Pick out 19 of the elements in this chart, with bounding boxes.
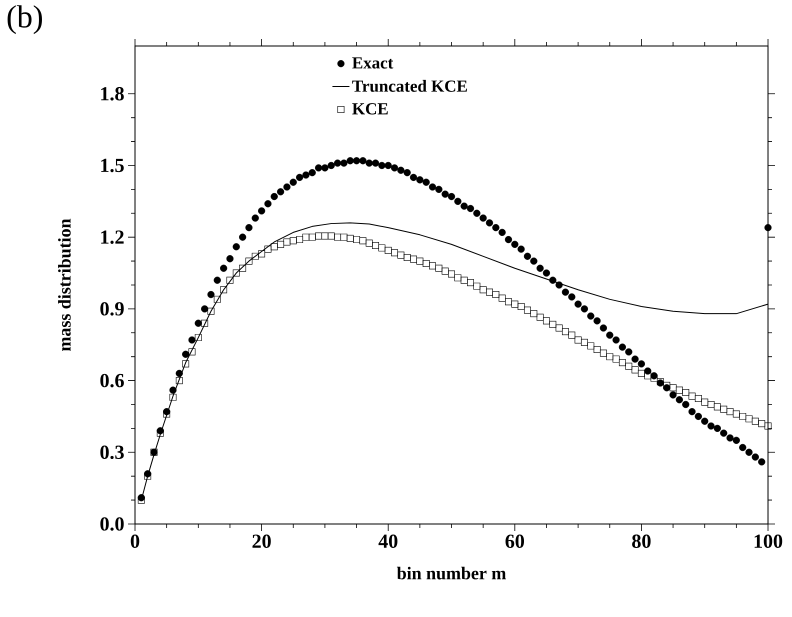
- x-axis-title: bin number m: [396, 566, 506, 580]
- legend-label: Truncated KCE: [352, 80, 467, 92]
- y-tick-label: 0.3: [100, 446, 124, 460]
- x-tick-label: 40: [378, 534, 398, 548]
- x-tick-label: 60: [506, 534, 524, 548]
- legend-label: KCE: [352, 103, 388, 115]
- y-tick-label: 1.2: [101, 230, 124, 244]
- chart-title: (b): [8, 5, 42, 34]
- legend-label: Exact: [352, 57, 394, 69]
- y-tick-label: 0.6: [100, 374, 124, 388]
- y-tick-label: 0.9: [100, 302, 124, 316]
- x-tick-label: 100: [754, 534, 782, 548]
- x-tick-label: 80: [632, 534, 651, 548]
- y-tick-label: 1.5: [101, 158, 124, 172]
- x-tick-label: 0: [130, 534, 140, 548]
- y-tick-label: 1.8: [101, 87, 124, 101]
- y-tick-label: 0.0: [100, 517, 124, 531]
- y-axis-title: mass distribution: [58, 218, 71, 352]
- x-tick-label: 20: [252, 534, 271, 548]
